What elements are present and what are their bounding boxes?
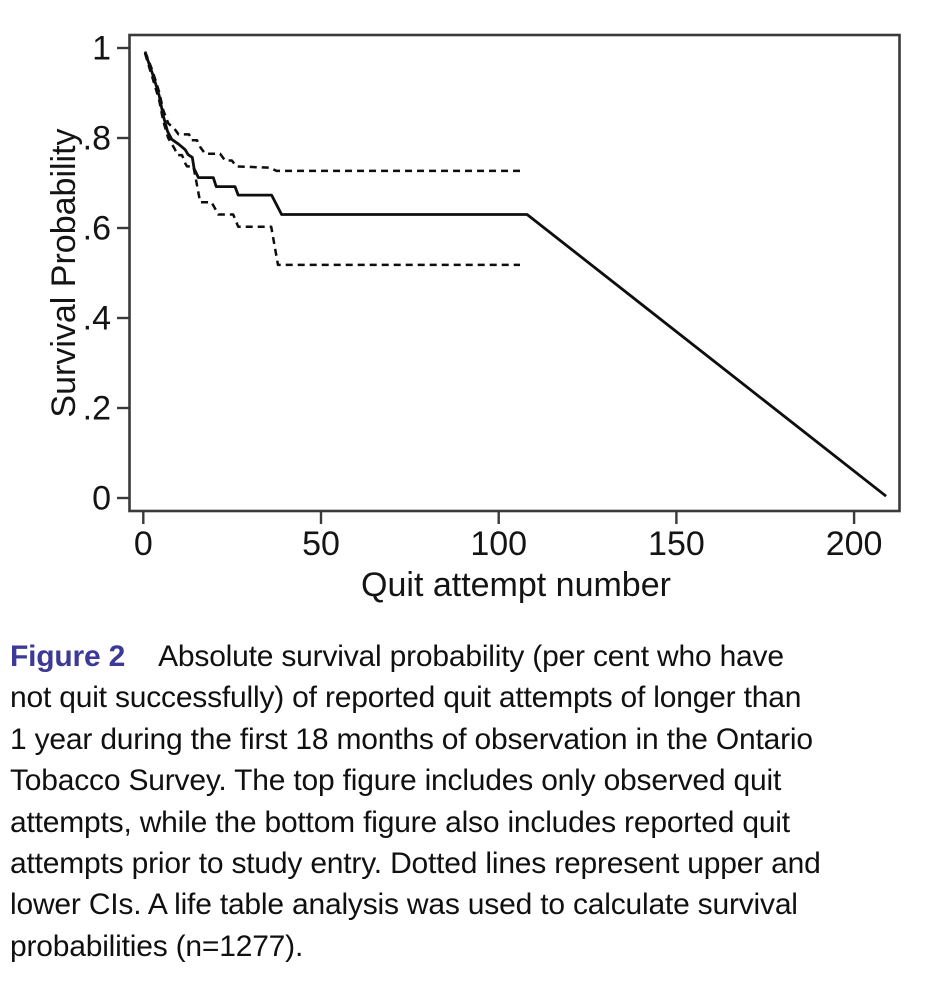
y-tick-label: .8 xyxy=(83,120,111,158)
upper-ci-line xyxy=(143,51,520,173)
y-tick-label: .4 xyxy=(83,300,111,338)
caption-line-text: probabilities (n=1277). xyxy=(10,929,304,963)
y-tick-label: .2 xyxy=(83,390,111,428)
x-tick-label: 200 xyxy=(826,525,883,563)
x-tick-label: 100 xyxy=(470,525,527,563)
y-tick-label: 1 xyxy=(92,30,111,68)
survival-chart: 0 50 100 150 200 1 .8 .6 .4 .2 0 Survival Probabil… xyxy=(45,30,901,604)
y-axis-title: Survival Probability xyxy=(45,128,83,417)
x-axis-title: Quit attempt number xyxy=(361,566,671,604)
survival-estimate-line xyxy=(143,52,887,498)
caption-line-text: not quit successfully) of reported quit … xyxy=(10,681,802,715)
caption-line: lower CIs. A life table analysis was use… xyxy=(10,884,942,925)
caption-line: not quit successfully) of reported quit … xyxy=(10,677,942,718)
plot-series xyxy=(143,51,887,498)
axis-tick-labels: 0 50 100 150 200 1 .8 .6 .4 .2 0 xyxy=(83,30,883,564)
caption-line: attempts prior to study entry. Dotted li… xyxy=(10,843,942,884)
x-tick-label: 50 xyxy=(302,525,340,563)
caption-line-text: attempts prior to study entry. Dotted li… xyxy=(10,847,821,881)
y-tick-label: .6 xyxy=(83,210,111,248)
plot-frame xyxy=(128,33,901,513)
lower-ci-line xyxy=(143,53,520,267)
caption-line-text: attempts, while the bottom figure also i… xyxy=(10,805,790,839)
x-tick-label: 0 xyxy=(134,525,153,563)
caption-line-text: 1 year during the first 18 months of obs… xyxy=(10,722,813,756)
axis-ticks xyxy=(117,46,856,524)
caption-line: attempts, while the bottom figure also i… xyxy=(10,802,942,843)
y-tick-label: 0 xyxy=(92,480,111,518)
caption-line: Figure 2 Absolute survival probability (p… xyxy=(10,636,942,677)
caption-line: probabilities (n=1277). xyxy=(10,926,942,967)
caption-line: Tobacco Survey. The top figure includes … xyxy=(10,760,942,801)
figure-caption: Figure 2 Absolute survival probability (p… xyxy=(10,636,942,967)
x-tick-label: 150 xyxy=(648,525,705,563)
caption-line-text: Absolute survival probability (per cent … xyxy=(158,640,784,673)
figure-label: Figure 2 xyxy=(10,640,126,673)
caption-line: 1 year during the first 18 months of obs… xyxy=(10,719,942,760)
caption-line-text: lower CIs. A life table analysis was use… xyxy=(10,888,798,922)
caption-line-text: Tobacco Survey. The top figure includes … xyxy=(10,764,782,798)
